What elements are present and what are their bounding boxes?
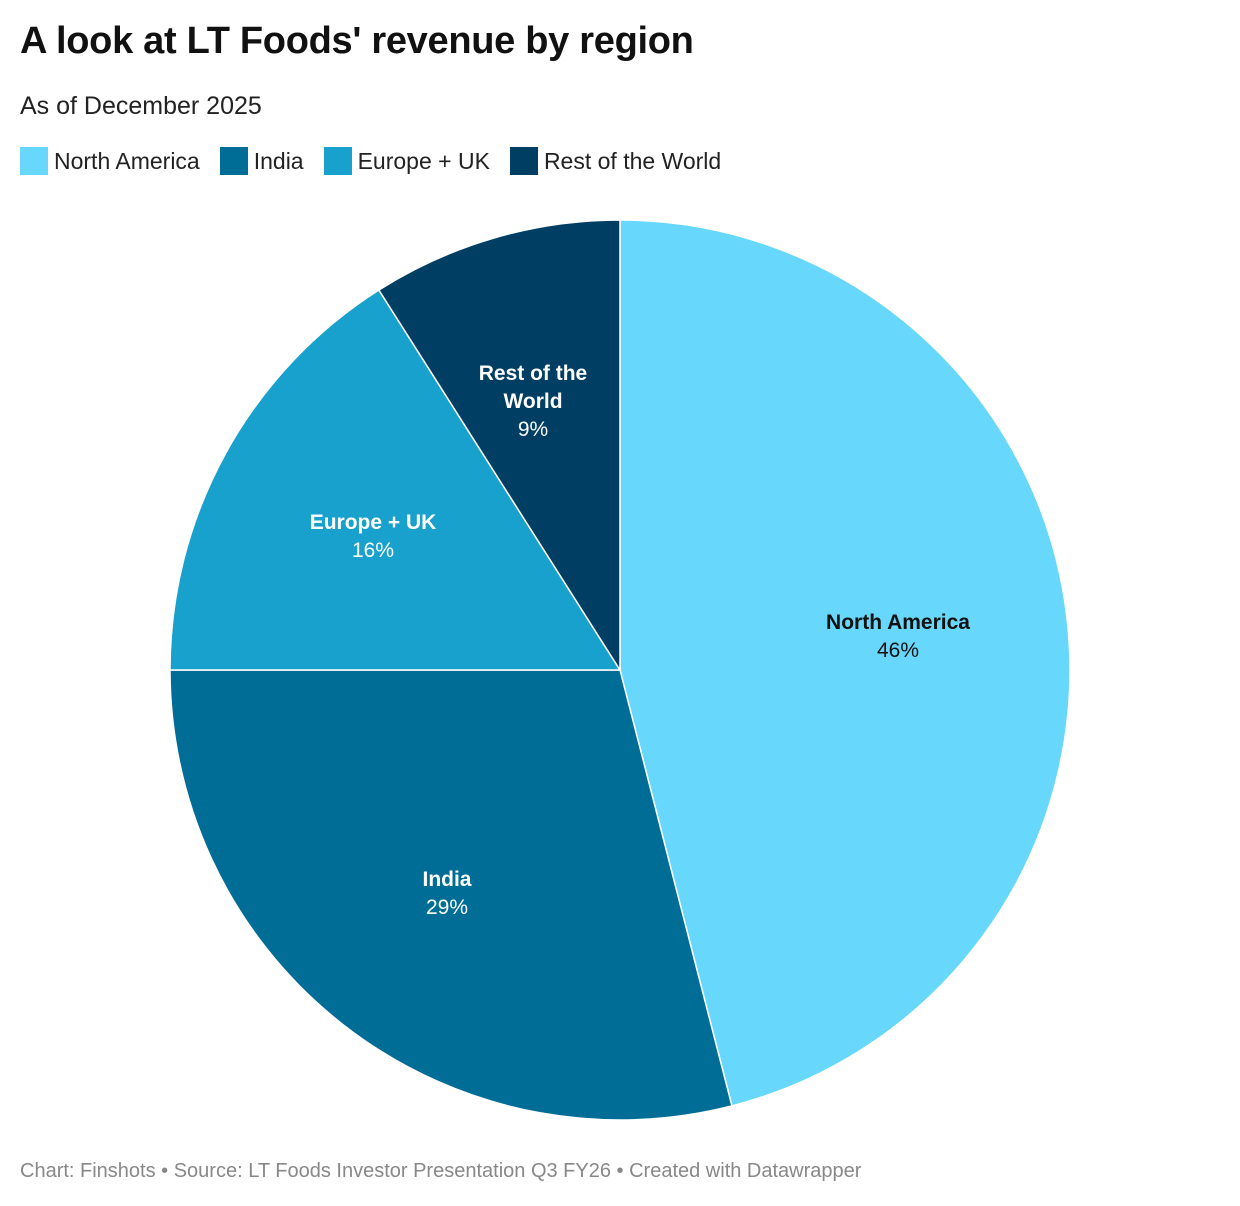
pie-slice-europe-uk: [169, 289, 622, 671]
legend-label: Rest of the World: [543, 147, 722, 174]
slice-value: 29%: [426, 896, 468, 919]
slice-label: Europe + UK 16%: [310, 511, 437, 562]
pie-slice-rest-of-the-world: [377, 219, 621, 673]
legend-item-europe-uk: Europe + UK: [323, 147, 490, 175]
slice-value: 16%: [352, 539, 394, 562]
legend-swatch: [509, 147, 538, 175]
legend-item-north-america: North America: [20, 147, 200, 175]
slice-name: Rest of the: [479, 362, 588, 385]
chart-title: A look at LT Foods' revenue by region: [20, 20, 694, 62]
chart-footer: Chart: Finshots • Source: LT Foods Inves…: [20, 1160, 862, 1182]
slice-name: World: [503, 390, 562, 413]
legend-label: North America: [54, 147, 200, 174]
pie-slice-north-america: [619, 219, 1071, 1107]
slice-value: 9%: [518, 418, 548, 441]
legend-swatch: [323, 147, 352, 175]
pie-slices: [169, 219, 1071, 1121]
legend-label: Europe + UK: [357, 147, 490, 174]
slice-label: North America 46%: [826, 611, 970, 662]
slice-label: India 29%: [422, 868, 471, 919]
slice-name: India: [422, 868, 471, 891]
slice-label: Rest of the World 9%: [479, 362, 588, 441]
legend-swatch: [20, 147, 48, 175]
slice-name: North America: [826, 611, 970, 634]
pie-slice-india: [169, 669, 733, 1121]
slice-value: 46%: [877, 639, 919, 662]
legend-swatch: [219, 147, 248, 175]
pie-labels: North America 46% India 29% Europe + UK 16% Re…: [310, 362, 971, 919]
chart-subtitle: As of December 2025: [20, 92, 262, 120]
legend-item-rest-of-world: Rest of the World: [509, 147, 722, 175]
legend-label: India: [253, 147, 304, 174]
legend: North America India Europe + UK Rest of …: [20, 147, 741, 175]
legend-item-india: India: [219, 147, 304, 175]
slice-name: Europe + UK: [310, 511, 437, 534]
